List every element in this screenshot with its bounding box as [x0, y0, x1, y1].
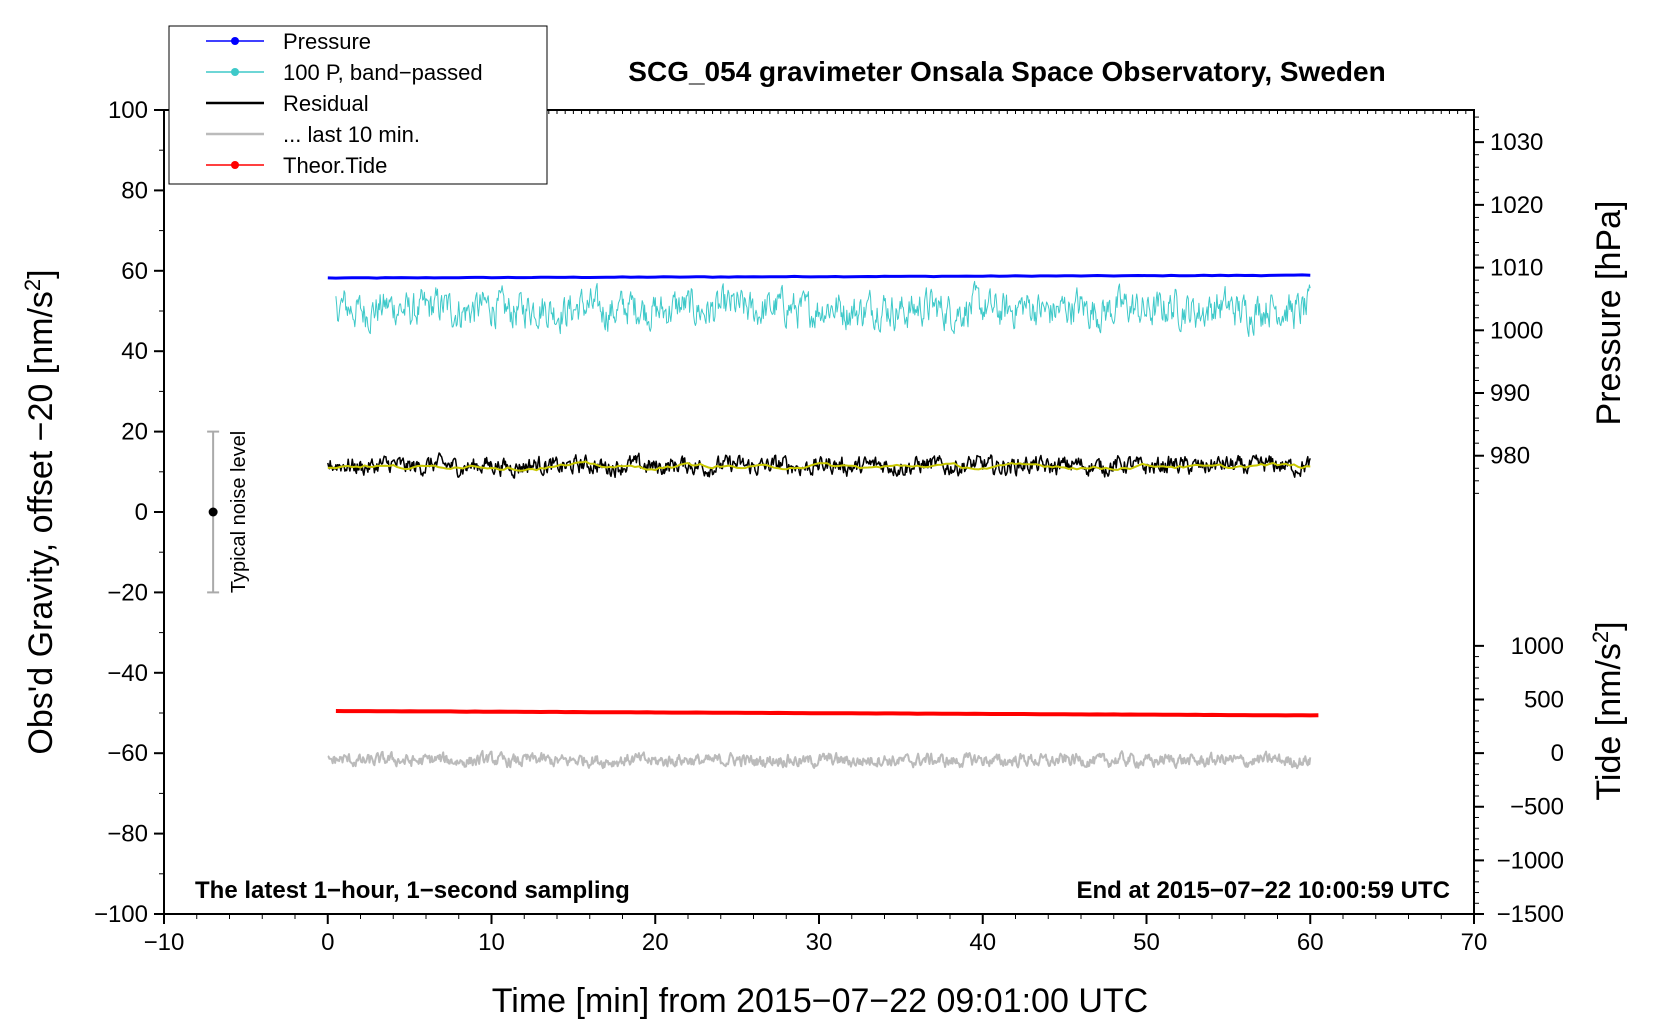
noise-level-bar [207, 430, 220, 594]
noise-level-label: Typical noise level [228, 431, 250, 593]
legend: Pressure 100 P, band−passed Residual ... la… [168, 25, 548, 185]
series-layer [327, 273, 1319, 770]
pressure-tick-label: 1020 [1490, 192, 1543, 219]
x-tick-label: −10 [144, 929, 185, 956]
tide-tick-label: 1000 [1511, 633, 1564, 660]
y-tick-label: 100 [108, 97, 148, 124]
pressure-tick-label: 990 [1490, 380, 1530, 407]
chart-title: SCG_054 gravimeter Onsala Space Observat… [628, 56, 1385, 87]
x-tick-label: 10 [478, 929, 505, 956]
y-tick-label: −20 [107, 579, 148, 606]
y-axis-tide-title-sup: 2 [1588, 631, 1613, 643]
y-axis-pressure-title: Pressure [hPa] [1590, 201, 1628, 426]
y-axis-tide-title-main: Tide [nm/s [1590, 643, 1628, 800]
y-tick-label: 20 [121, 419, 148, 446]
y-axis-left-title-main: Obs'd Gravity, offset −20 [nm/s [22, 291, 60, 754]
y-tick-label: 40 [121, 338, 148, 365]
x-tick-label: 20 [642, 929, 669, 956]
y-axis-left-title-sup: 2 [20, 279, 45, 291]
legend-box [168, 25, 548, 185]
x-axis-title: Time [min] from 2015−07−22 09:01:00 UTC [492, 982, 1148, 1020]
series-100-p-band-passed [335, 280, 1311, 337]
y-axis-tide-title-close: ] [1590, 621, 1628, 630]
y-axis-left: −100 −80 −60 −40 −20 0 20 40 60 80 100 [94, 97, 164, 928]
y-tick-label: −60 [107, 740, 148, 767]
sampling-annotation: The latest 1−hour, 1−second sampling [195, 877, 630, 904]
x-tick-label: 60 [1297, 929, 1324, 956]
y-axis-left-title: Obs'd Gravity, offset −20 [nm/s2] [20, 269, 60, 754]
legend-label: Pressure [283, 29, 371, 54]
legend-label: 100 P, band−passed [283, 60, 483, 85]
pressure-tick-label: 1010 [1490, 255, 1543, 282]
x-tick-label: 40 [969, 929, 996, 956]
legend-label: Residual [283, 91, 369, 116]
y-tick-label: 0 [135, 499, 148, 526]
x-tick-label: 70 [1461, 929, 1488, 956]
tide-tick-label: 0 [1551, 740, 1564, 767]
tide-tick-label: −1500 [1497, 901, 1564, 928]
pressure-tick-label: 1000 [1490, 317, 1543, 344]
y-axis-left-title-close: ] [22, 269, 60, 278]
legend-items: Pressure 100 P, band−passed Residual ... la… [206, 29, 483, 178]
y-axis-tide: −1500 −1000 −500 0 500 1000 [1474, 633, 1564, 928]
y-tick-label: −40 [107, 660, 148, 687]
tide-tick-label: −500 [1510, 794, 1564, 821]
y-tick-label: −80 [107, 821, 148, 848]
x-tick-label: 50 [1133, 929, 1160, 956]
y-axis-pressure: 980 990 1000 1010 1020 1030 [1474, 116, 1543, 494]
y-tick-label: −100 [94, 901, 148, 928]
end-time-annotation: End at 2015−07−22 10:00:59 UTC [1076, 877, 1450, 904]
legend-marker [231, 161, 239, 169]
legend-label: ... last 10 min. [283, 122, 420, 147]
series-residual-smoothed [327, 460, 1311, 472]
y-axis-tide-title: Tide [nm/s2] [1588, 621, 1628, 800]
noise-bar-dot [208, 507, 218, 517]
legend-marker [231, 68, 239, 76]
pressure-tick-label: 980 [1490, 443, 1530, 470]
y-tick-label: 60 [121, 258, 148, 285]
series-theor-tide [335, 709, 1319, 718]
x-tick-label: 0 [321, 929, 334, 956]
plot-frame [163, 109, 1475, 915]
series-last-10-min [327, 749, 1312, 770]
series-pressure [327, 273, 1311, 280]
tide-tick-label: 500 [1524, 686, 1564, 713]
tide-tick-label: −1000 [1497, 847, 1564, 874]
legend-marker [231, 37, 239, 45]
x-axis: −10 0 10 20 30 40 50 60 70 [144, 110, 1488, 956]
legend-label: Theor.Tide [283, 153, 387, 178]
x-tick-label: 30 [806, 929, 833, 956]
y-tick-label: 80 [121, 177, 148, 204]
pressure-tick-label: 1030 [1490, 129, 1543, 156]
